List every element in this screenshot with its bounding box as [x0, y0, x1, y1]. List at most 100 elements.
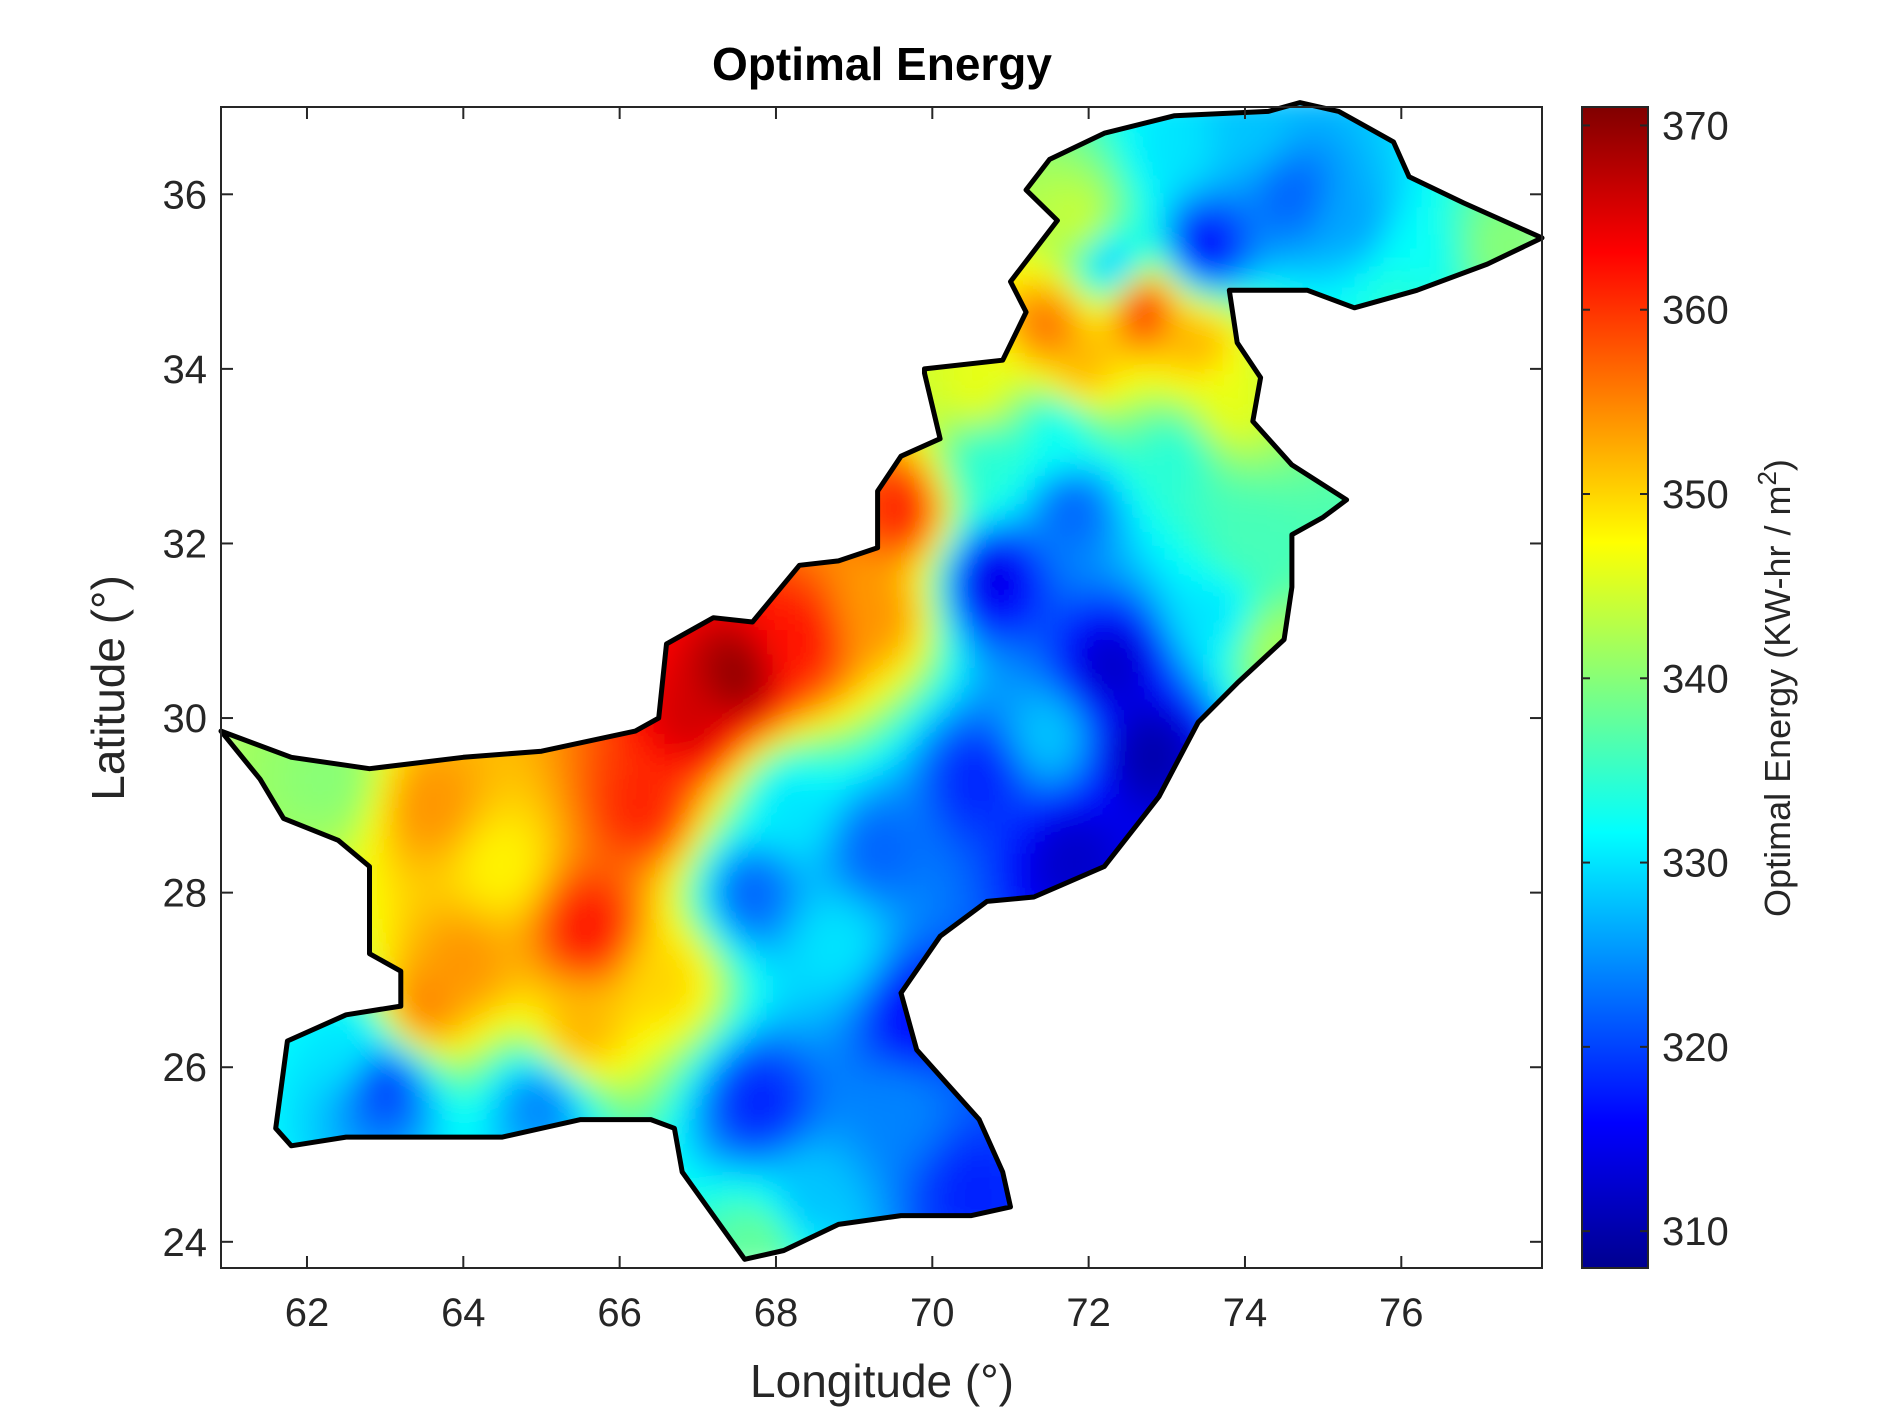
heat-cell	[295, 792, 309, 808]
heat-cell	[445, 1016, 460, 1032]
heat-cell	[883, 1016, 897, 1032]
heat-cell	[283, 778, 297, 794]
heat-cell	[908, 694, 922, 710]
heat-cell	[883, 597, 897, 613]
heat-cell	[908, 499, 922, 515]
heat-cell	[608, 1044, 622, 1059]
heat-cell	[608, 778, 622, 794]
heat-cell	[795, 1044, 810, 1059]
heat-cell	[745, 1072, 760, 1087]
heat-cell	[783, 1002, 797, 1018]
heat-cell	[945, 680, 960, 696]
heat-cell	[845, 932, 860, 948]
heat-cell	[620, 820, 635, 836]
heat-cell	[795, 1072, 810, 1087]
heat-cell	[733, 764, 747, 780]
heat-cell	[508, 946, 522, 962]
heat-cell	[570, 932, 585, 948]
heat-cell	[483, 1085, 497, 1101]
heat-cell	[533, 932, 547, 948]
heat-cell	[345, 1044, 360, 1059]
heat-cell	[695, 1016, 710, 1032]
heat-cell	[333, 1072, 347, 1087]
heat-cell	[795, 1085, 810, 1101]
heat-cell	[833, 722, 847, 738]
heat-cell	[945, 722, 960, 738]
heat-cell	[908, 1127, 922, 1143]
heat-cell	[695, 974, 710, 990]
heat-cell	[295, 1072, 309, 1087]
heat-cell	[908, 485, 922, 501]
heat-cell	[858, 736, 872, 752]
heat-cell	[670, 792, 685, 808]
heat-cell	[720, 722, 735, 738]
heat-cell	[720, 653, 735, 668]
heat-cell	[920, 918, 935, 934]
heat-cell	[758, 862, 772, 878]
heat-cell	[508, 806, 522, 822]
heat-cell	[783, 1016, 797, 1032]
heat-cell	[920, 485, 935, 501]
heat-cell	[470, 1085, 485, 1101]
heat-cell	[408, 820, 422, 836]
heat-cell	[370, 862, 385, 878]
heat-cell	[620, 890, 635, 906]
heat-cell	[820, 1113, 835, 1129]
heat-cell	[745, 848, 760, 864]
heat-cell	[333, 806, 347, 822]
heat-cell	[745, 625, 760, 640]
heat-cell	[833, 974, 847, 990]
heat-cell	[733, 848, 747, 864]
heat-cell	[370, 1085, 385, 1101]
heat-cell	[920, 876, 935, 892]
heat-cell	[420, 1085, 435, 1101]
heat-cell	[883, 904, 897, 920]
heat-cell	[745, 904, 760, 920]
heat-cell	[820, 583, 835, 599]
heat-cell	[683, 1044, 697, 1059]
heat-cell	[845, 890, 860, 906]
heat-cell	[370, 1072, 385, 1087]
heat-cell	[958, 750, 972, 766]
heat-cell	[433, 792, 447, 808]
heat-cell	[783, 722, 797, 738]
heat-cell	[445, 1072, 460, 1087]
heat-cell	[733, 1113, 747, 1129]
heat-cell	[633, 1016, 647, 1032]
heat-cell	[870, 974, 885, 990]
heat-cell	[683, 1016, 697, 1032]
heat-cell	[795, 597, 810, 613]
heat-cell	[670, 918, 685, 934]
heat-cell	[445, 946, 460, 962]
heat-cell	[720, 1169, 735, 1185]
heat-cell	[895, 1169, 910, 1185]
heat-cell	[558, 946, 572, 962]
heat-cell	[895, 904, 910, 920]
heat-cell	[533, 1016, 547, 1032]
heat-cell	[558, 1072, 572, 1087]
heat-cell	[608, 890, 622, 906]
heat-cell	[920, 1127, 935, 1143]
heat-cell	[820, 764, 835, 780]
heat-cell	[920, 625, 935, 640]
heat-cell	[708, 946, 722, 962]
heat-cell	[958, 806, 972, 822]
heat-cell	[720, 778, 735, 794]
heat-cell	[583, 750, 597, 766]
heat-cell	[295, 1113, 309, 1129]
heat-cell	[570, 1044, 585, 1059]
heat-cell	[620, 778, 635, 794]
heat-cell	[745, 946, 760, 962]
heat-cell	[745, 694, 760, 710]
heat-cell	[783, 904, 797, 920]
heat-cell	[945, 890, 960, 906]
heat-cell	[933, 401, 947, 417]
heat-cell	[558, 1030, 572, 1046]
heat-cell	[795, 918, 810, 934]
heat-cell	[745, 1127, 760, 1143]
heat-cell	[483, 778, 497, 794]
heat-cell	[945, 750, 960, 766]
heat-cell	[883, 583, 897, 599]
heat-cell	[770, 834, 785, 850]
